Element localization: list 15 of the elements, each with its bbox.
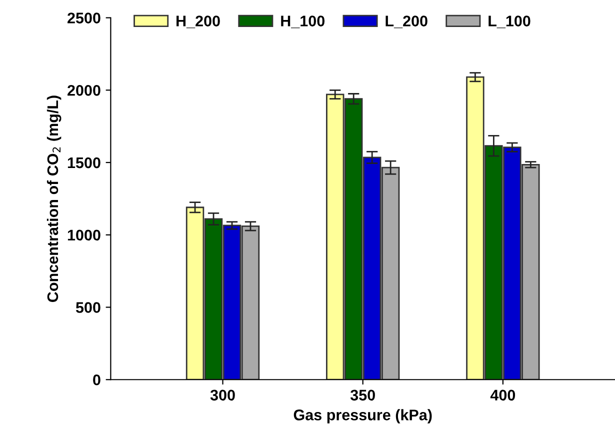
y-axis-title: Concentration of CO$_{2}$ (mg/L) (46, 96, 62, 302)
legend-label: H_100 (281, 16, 325, 28)
legend-label: L_200 (386, 16, 428, 28)
x-tick-label: 400 (490, 390, 516, 401)
y-tick-label: 1000 (68, 230, 100, 241)
x-tick-label: 350 (350, 390, 375, 401)
y-tick-label: 2500 (68, 12, 100, 24)
y-tick-label: 2000 (68, 85, 100, 96)
y-tick-label: 0 (93, 374, 100, 386)
y-tick-label: 1500 (68, 157, 100, 168)
x-tick-label: 300 (210, 390, 235, 401)
y-tick-label: 500 (76, 302, 100, 313)
legend-label: H_200 (176, 16, 220, 28)
x-axis-title: Gas pressure (kPa) (294, 409, 432, 424)
legend-label: L_100 (488, 16, 530, 28)
